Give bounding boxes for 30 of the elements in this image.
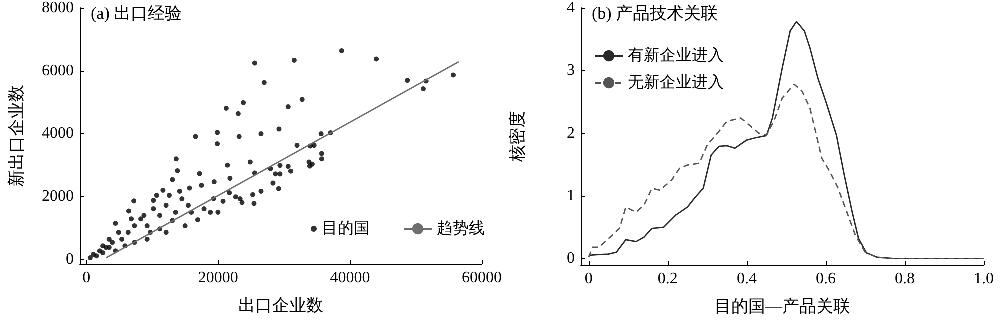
x-axis-title: 目的国—产品关联 [714, 297, 850, 316]
y-tick-label: 1 [567, 188, 575, 205]
y-tick-label: 3 [567, 62, 575, 80]
y-tick-label: 0 [66, 250, 74, 268]
x-tick-label: 20000 [198, 270, 238, 286]
x-tick-label: 1.0 [974, 270, 994, 288]
legend-label: 目的国 [322, 220, 370, 238]
x-tick-label: 60000 [462, 270, 502, 286]
x-tick-label: 0.6 [816, 270, 836, 288]
y-tick-label: 2000 [42, 188, 74, 205]
x-tick-label: 0.2 [658, 270, 678, 288]
y-axis-title: 核密度 [508, 111, 527, 163]
y-axis-title: 新出口企业数 [7, 85, 26, 187]
x-tick-label: 40000 [330, 270, 370, 286]
chart-title: (b) 产品技术关联 [592, 4, 718, 23]
y-tick-label: 6000 [42, 62, 74, 80]
x-tick-label: 0 [584, 270, 593, 288]
x-tick-label: 0.8 [894, 270, 915, 288]
y-tick-label: 4 [567, 0, 575, 16]
y-tick-label: 4000 [42, 125, 74, 142]
chart-title: (a) 出口经验 [91, 4, 182, 23]
x-tick-label: 0 [82, 270, 91, 286]
legend-label: 无新企业进入 [628, 74, 724, 92]
y-tick-label: 0 [567, 250, 575, 268]
legend-label: 趋势线 [437, 220, 485, 238]
x-axis-title: 出口企业数 [238, 296, 324, 315]
y-tick-label: 8000 [42, 0, 74, 16]
x-tick-label: 0.4 [736, 270, 757, 288]
y-tick-label: 2 [567, 124, 575, 142]
legend-label: 有新企业进入 [628, 46, 724, 64]
